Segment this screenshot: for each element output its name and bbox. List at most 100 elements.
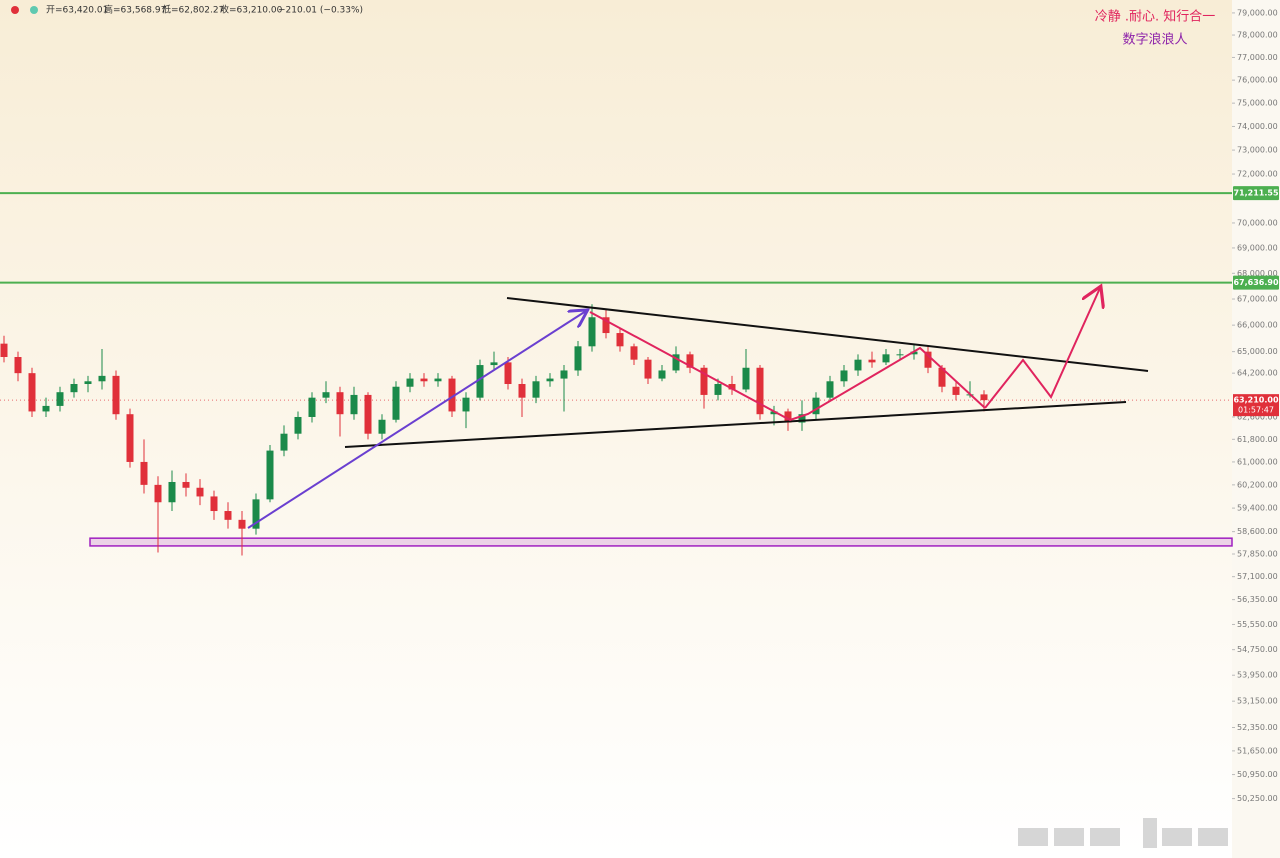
- candle-body: [672, 354, 680, 371]
- y-tick-label: 57,100.00: [1237, 572, 1278, 581]
- countdown: 01:57:47: [1238, 406, 1274, 415]
- candle-body: [518, 384, 526, 398]
- candle-body: [868, 359, 876, 363]
- close-value: 收=63,210.00: [220, 4, 283, 16]
- candle-body: [56, 392, 64, 406]
- level-label: 67,636.90: [1233, 278, 1278, 287]
- y-tick-label: 78,000.00: [1237, 31, 1278, 40]
- candle-body: [602, 317, 610, 334]
- y-tick-label: 73,000.00: [1237, 146, 1278, 155]
- candle-body: [378, 419, 386, 434]
- candle-body: [406, 378, 414, 387]
- candle-body: [476, 365, 484, 398]
- y-tick-label: 67,000.00: [1237, 295, 1278, 304]
- icon: [11, 6, 19, 14]
- candle-body: [98, 375, 106, 382]
- candle-body: [154, 484, 162, 503]
- candle-body: [322, 392, 330, 398]
- candle-body: [434, 378, 442, 382]
- high-value: 高=63,568.97: [104, 4, 166, 16]
- candle-body: [462, 397, 470, 412]
- y-tick-label: 58,600.00: [1237, 527, 1278, 536]
- y-tick-label: 61,000.00: [1237, 457, 1278, 466]
- trend-line: [506, 297, 1149, 372]
- candle-body: [364, 394, 372, 434]
- y-tick-label: 60,200.00: [1237, 480, 1278, 489]
- candle-body: [336, 392, 344, 415]
- projection-arrow: [984, 288, 1100, 409]
- candle-body: [756, 367, 764, 415]
- candle-body: [854, 359, 862, 371]
- candle-body: [588, 317, 596, 347]
- y-tick-label: 52,350.00: [1237, 723, 1278, 732]
- candle-body: [0, 343, 8, 358]
- candle-body: [350, 394, 358, 415]
- y-tick-label: 56,350.00: [1237, 595, 1278, 604]
- candle-body: [952, 386, 960, 395]
- candle-body: [448, 378, 456, 412]
- y-tick-label: 76,000.00: [1237, 76, 1278, 85]
- annotation: 数字浪浪人: [1122, 33, 1187, 48]
- y-tick-label: 53,150.00: [1237, 697, 1278, 706]
- y-tick-label: 77,000.00: [1237, 53, 1278, 62]
- candle-body: [840, 370, 848, 382]
- candle-body: [196, 487, 204, 497]
- candle-body: [294, 416, 302, 434]
- low-value: 低=62,802.27: [162, 4, 224, 16]
- candle-body: [182, 481, 190, 488]
- candle-body: [686, 354, 694, 368]
- y-tick-label: 50,950.00: [1237, 770, 1278, 779]
- y-tick-label: 70,000.00: [1237, 218, 1278, 227]
- candle-body: [392, 386, 400, 420]
- candle-body: [308, 397, 316, 417]
- candle-body: [938, 367, 946, 387]
- candle-body: [546, 378, 554, 382]
- candle-body: [882, 354, 890, 363]
- candle-body: [658, 370, 666, 379]
- y-tick-label: 55,550.00: [1237, 620, 1278, 629]
- candle-body: [630, 346, 638, 360]
- y-tick-label: 74,000.00: [1237, 122, 1278, 131]
- candle-body: [826, 381, 834, 398]
- candle-body: [560, 370, 568, 379]
- level-tag: [1233, 186, 1279, 201]
- y-tick-label: 79,000.00: [1237, 8, 1278, 17]
- last-price-tag: [1233, 394, 1279, 417]
- candle-body: [238, 519, 246, 529]
- candle-body: [980, 394, 988, 401]
- candle-body: [924, 351, 932, 368]
- y-tick-label: 61,800.00: [1237, 435, 1278, 444]
- candle-body: [14, 357, 22, 374]
- price-axis-bg: [1232, 0, 1280, 858]
- wave-arrow: [247, 311, 586, 529]
- candle-body: [252, 499, 260, 529]
- candle-body: [42, 405, 50, 412]
- candle-body: [532, 381, 540, 398]
- y-tick-label: 57,850.00: [1237, 550, 1278, 559]
- trend-line: [344, 401, 1127, 448]
- y-tick-label: 51,650.00: [1237, 746, 1278, 755]
- drawings: [247, 288, 1149, 529]
- candle-body: [70, 384, 78, 393]
- candle-body: [574, 346, 582, 371]
- last-price-label: 63,210.00: [1233, 396, 1278, 405]
- candle-body: [910, 351, 918, 355]
- open-value: 开=63,420.01: [46, 5, 108, 16]
- y-tick-label: 59,400.00: [1237, 504, 1278, 513]
- watermark: [1018, 818, 1228, 848]
- candle-body: [714, 384, 722, 395]
- candle-body: [140, 461, 148, 485]
- y-tick-label: 53,950.00: [1237, 671, 1278, 680]
- change-value: −210.01 (−0.33%): [278, 6, 363, 16]
- candle-body: [770, 411, 778, 415]
- candle-body: [896, 354, 904, 356]
- candle-body: [644, 359, 652, 379]
- candle-body: [28, 373, 36, 412]
- candle-body: [504, 362, 512, 385]
- y-tick-label: 54,750.00: [1237, 645, 1278, 654]
- candle-body: [616, 333, 624, 347]
- y-tick-label: 65,000.00: [1237, 347, 1278, 356]
